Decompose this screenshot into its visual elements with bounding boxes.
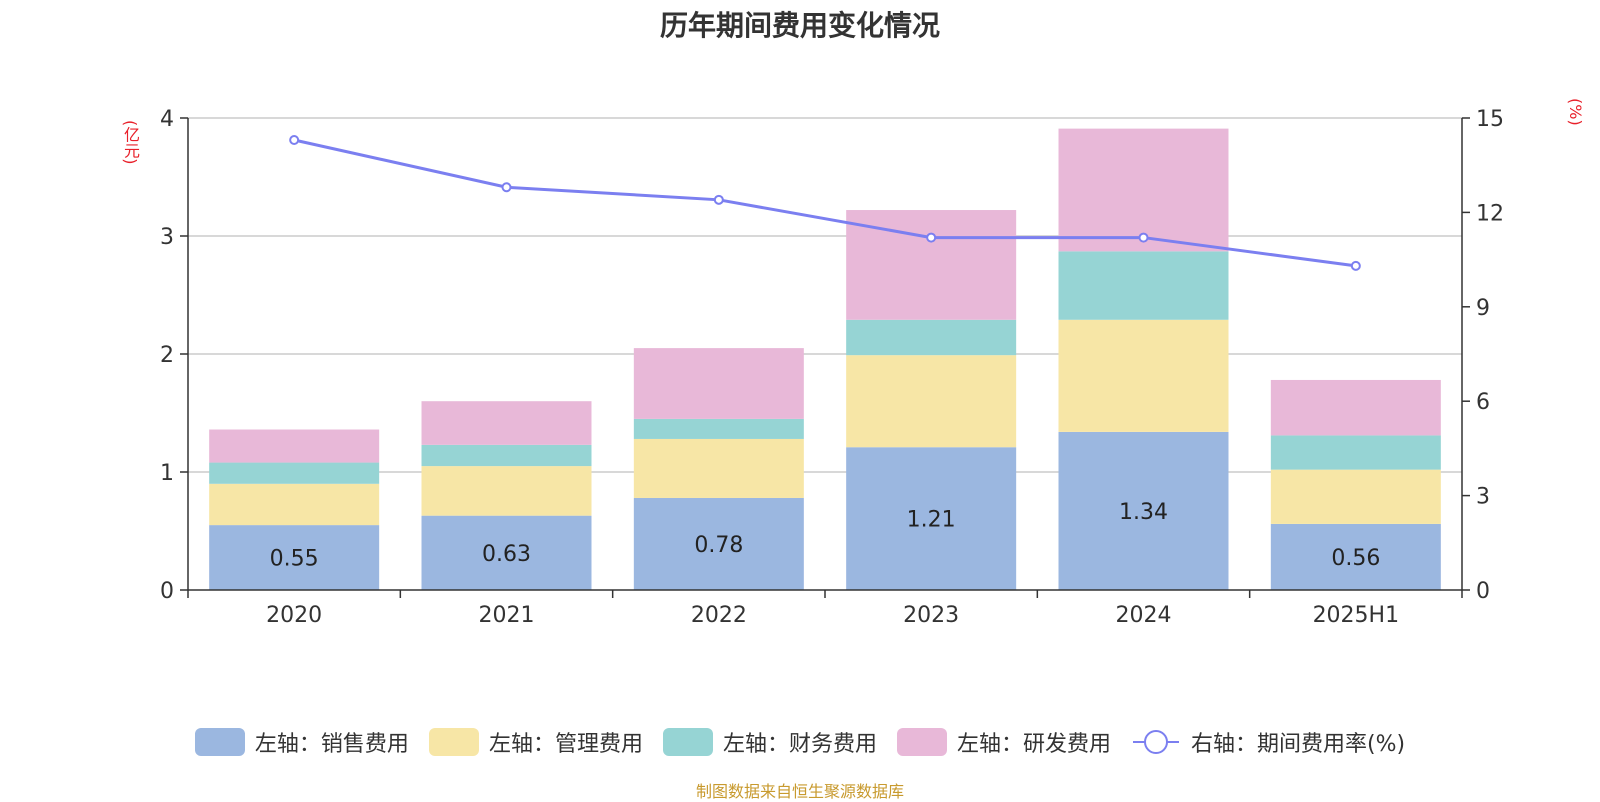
expense-rate-line	[293, 138, 1357, 268]
legend-label-finance: 左轴：财务费用	[722, 732, 877, 757]
right-axis-unit: (%)	[1566, 98, 1585, 126]
legend: 左轴：销售费用 左轴：管理费用 左轴：财务费用 左轴：研发费用 右轴：期间费用率…	[0, 722, 1600, 762]
bar-segment	[1058, 431, 1229, 590]
bar-segment	[209, 525, 380, 590]
right-axis-tick-label: 12	[1476, 201, 1504, 226]
bar-segment	[633, 348, 804, 419]
bar-segment	[846, 447, 1017, 590]
right-axis-tick-label: 15	[1476, 107, 1504, 132]
legend-item-finance[interactable]: 左轴：财务费用	[662, 726, 877, 758]
expense-rate-point	[1138, 232, 1149, 243]
right-axis-tick-label: 6	[1476, 390, 1490, 415]
bar-segment	[846, 319, 1017, 356]
bar-segment	[1270, 435, 1441, 470]
left-axis-unit: (亿元)	[121, 120, 140, 165]
x-axis-tick-label: 2022	[691, 603, 747, 628]
expense-rate-point	[289, 135, 300, 146]
expense-rate-point	[713, 194, 724, 205]
left-axis-tick-label: 0	[160, 579, 174, 604]
bar-segment	[846, 355, 1017, 448]
legend-label-admin: 左轴：管理费用	[488, 732, 643, 757]
bar-data-label: 0.55	[270, 547, 319, 572]
bar-data-label: 0.78	[694, 533, 743, 558]
left-axis-tick-label: 4	[160, 107, 174, 132]
bar-segment	[421, 515, 592, 590]
bar-segment	[1058, 128, 1229, 252]
left-axis-tick-label: 2	[160, 343, 174, 368]
left-axis-tick-label: 3	[160, 225, 174, 250]
legend-label-expense-rate: 右轴：期间费用率(%)	[1190, 732, 1406, 757]
expense-rate-point	[501, 182, 512, 193]
legend-item-rnd[interactable]: 左轴：研发费用	[896, 726, 1111, 758]
bar-segment	[209, 483, 380, 526]
bar-segment	[633, 438, 804, 498]
bar-segment	[421, 444, 592, 467]
expense-rate-point	[1350, 260, 1361, 271]
right-axis-tick-label: 9	[1476, 296, 1490, 321]
bar-segment	[1270, 469, 1441, 524]
bar-segment	[1058, 319, 1229, 432]
bar-segment	[1058, 251, 1229, 320]
chart-title: 历年期间费用变化情况	[659, 9, 940, 42]
x-axis-tick-label: 2023	[903, 603, 959, 628]
source-note: 制图数据来自恒生聚源数据库	[695, 782, 904, 801]
bar-data-label: 1.34	[1119, 500, 1168, 525]
bar-segment	[1270, 379, 1441, 436]
legend-item-sales[interactable]: 左轴：销售费用	[194, 726, 409, 758]
bar-segment	[633, 497, 804, 590]
legend-swatch-sales	[194, 728, 245, 756]
bar-segment	[209, 429, 380, 463]
x-axis-tick-label: 2020	[266, 603, 322, 628]
x-axis-tick-label: 2024	[1116, 603, 1172, 628]
bar-segment	[1270, 523, 1441, 590]
bar-segment	[421, 466, 592, 516]
x-axis-tick-label: 2021	[479, 603, 535, 628]
bar-segment	[209, 462, 380, 484]
right-axis-tick-label: 3	[1476, 485, 1490, 510]
bar-data-label: 1.21	[907, 508, 956, 533]
legend-swatch-rnd	[896, 728, 947, 756]
bar-segment	[633, 418, 804, 439]
legend-label-sales: 左轴：销售费用	[254, 732, 409, 757]
expense-rate-point	[926, 232, 937, 243]
legend-item-expense-rate[interactable]: 右轴：期间费用率(%)	[1131, 726, 1405, 758]
x-axis-tick-label: 2025H1	[1313, 603, 1400, 628]
legend-line-marker-icon	[1131, 728, 1181, 756]
bar-data-label: 0.56	[1331, 546, 1380, 571]
bar-segment	[421, 401, 592, 445]
left-axis-tick-label: 1	[160, 461, 174, 486]
legend-swatch-admin	[428, 728, 479, 756]
legend-item-admin[interactable]: 左轴：管理费用	[428, 726, 643, 758]
right-axis-tick-label: 0	[1476, 579, 1490, 604]
legend-label-rnd: 左轴：研发费用	[956, 732, 1111, 757]
bar-data-label: 0.63	[482, 542, 531, 567]
legend-swatch-finance	[662, 728, 713, 756]
